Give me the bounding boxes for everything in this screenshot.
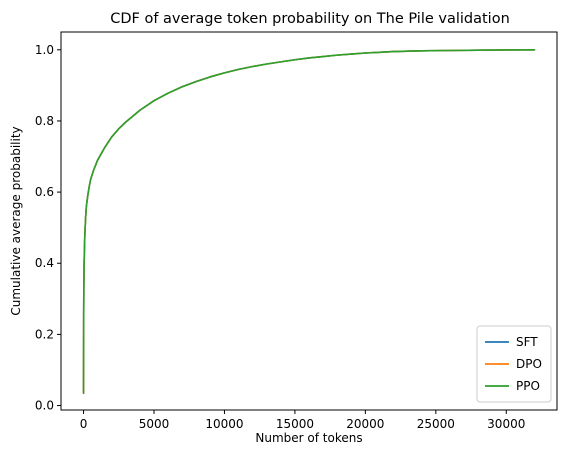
y-axis: 0.0 0.2 0.4 0.6 0.8 1.0 bbox=[35, 43, 61, 413]
series-line-dpo bbox=[82, 48, 536, 394]
x-tick-label: 10000 bbox=[205, 417, 243, 431]
x-tick-label: 20000 bbox=[346, 417, 384, 431]
legend-label: DPO bbox=[516, 357, 542, 371]
y-tick-label: 0.8 bbox=[35, 114, 54, 128]
y-tick-label: 1.0 bbox=[35, 43, 54, 57]
x-tick-label: 25000 bbox=[417, 417, 455, 431]
series-line-ppo bbox=[82, 48, 536, 394]
x-axis: 0 5000 10000 15000 20000 25000 30000 bbox=[80, 410, 525, 431]
plot-area bbox=[60, 31, 558, 411]
x-tick-label: 15000 bbox=[276, 417, 314, 431]
series-line-sft bbox=[82, 48, 536, 394]
chart-title: CDF of average token probability on The … bbox=[110, 11, 510, 27]
x-tick-label: 0 bbox=[80, 417, 88, 431]
x-tick-label: 5000 bbox=[139, 417, 170, 431]
y-tick-label: 0.0 bbox=[35, 399, 54, 413]
x-tick-label: 30000 bbox=[487, 417, 525, 431]
legend-label: SFT bbox=[516, 335, 538, 349]
series-lines bbox=[82, 48, 536, 394]
y-tick-label: 0.2 bbox=[35, 327, 54, 341]
legend-label: PPO bbox=[516, 379, 540, 393]
legend-frame bbox=[476, 325, 552, 403]
y-tick-label: 0.4 bbox=[35, 256, 54, 270]
y-axis-label: Cumulative average probability bbox=[9, 126, 23, 315]
legend: SFT DPO PPO bbox=[476, 325, 552, 403]
x-axis-label: Number of tokens bbox=[255, 431, 362, 445]
y-tick-label: 0.6 bbox=[35, 185, 54, 199]
plot-frame bbox=[60, 31, 558, 411]
